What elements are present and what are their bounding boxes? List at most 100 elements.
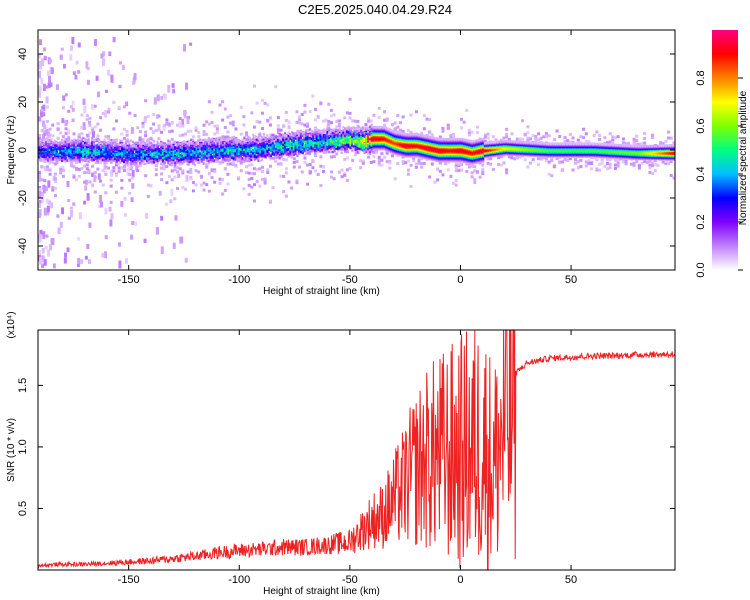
halo-cell [316,128,320,132]
band-cell [82,148,85,151]
band-cell [168,163,172,166]
band-cell [179,160,182,163]
halo-cell [43,179,47,183]
band-cell [98,150,101,153]
band-cell [108,141,111,145]
halo-cell [107,166,111,170]
band-cell [156,150,159,153]
band-cell [216,152,219,155]
noise-cell [38,116,42,122]
halo-cell [664,161,668,165]
halo-cell [648,160,652,164]
halo-cell [303,110,307,114]
band-cell [68,154,71,158]
band-cell [135,148,138,152]
band-cell [82,136,85,140]
band-cell [92,158,96,162]
band-cell [243,136,246,139]
band-cell [43,138,46,142]
halo-cell [223,188,227,192]
halo-cell [53,177,57,181]
halo-cell [343,140,347,144]
halo-cell [247,183,251,187]
halo-cell [221,135,225,139]
band-cell [222,138,225,142]
band-cell [195,143,198,147]
halo-cell [199,183,203,187]
halo-cell [72,132,76,136]
halo-cell [438,161,442,165]
halo-cell [191,161,195,165]
band-cell [218,140,221,143]
band-cell [161,148,165,152]
band-cell [260,143,264,147]
band-cell [230,144,234,148]
noise-cell [118,61,122,65]
band-cell [165,158,168,161]
band-cell [138,142,142,145]
band-cell [216,150,219,154]
band-cell [66,145,69,149]
band-cell [115,138,119,142]
band-cell [122,144,126,148]
band-cell [126,150,129,154]
halo-cell [327,127,331,131]
halo-cell [406,159,410,163]
band-cell [243,158,246,161]
halo-cell [412,156,416,160]
band-cell [64,142,67,146]
halo-cell [582,136,586,140]
band-cell [181,149,184,153]
band-cell [135,144,138,148]
halo-cell [258,167,262,171]
halo-cell [560,160,564,164]
halo-cell [396,113,400,117]
band-cell [156,156,159,159]
halo-cell [69,105,73,109]
band-cell [191,141,195,145]
band-cell [62,143,65,146]
band-cell [222,145,225,149]
halo-cell [651,172,655,176]
band-cell [119,157,122,160]
noise-cell [42,47,46,52]
band-cell [172,160,175,164]
band-cell [91,157,94,160]
band-cell [99,160,103,163]
band-cell [197,139,200,143]
band-cell [94,146,97,150]
band-cell [115,153,119,157]
band-cell [46,158,50,162]
halo-cell [566,139,570,143]
halo-cell [223,135,227,139]
noise-cell [42,185,46,194]
band-cell [121,148,124,151]
band-cell [193,154,196,157]
band-cell [248,141,251,145]
noise-cell [184,257,188,263]
band-cell [112,139,115,142]
band-cell [246,138,249,142]
noise-cell [46,205,50,213]
band-cell [91,138,94,141]
noise-cell [88,259,92,264]
noise-cell [78,212,82,220]
halo-cell [454,183,458,187]
band-cell [112,145,115,149]
band-cell [107,150,110,153]
band-cell [76,148,80,151]
band-cell [98,157,101,161]
halo-cell [521,137,525,141]
halo-cell [428,130,432,134]
halo-cell [250,171,254,175]
band-cell [207,161,211,165]
halo-cell [417,158,421,162]
halo-cell [120,132,124,136]
band-cell [204,142,207,145]
band-cell [172,143,175,147]
halo-cell [505,135,509,139]
halo-cell [75,178,79,182]
band-cell [108,139,111,142]
halo-cell [605,167,609,171]
halo-cell [635,134,639,138]
